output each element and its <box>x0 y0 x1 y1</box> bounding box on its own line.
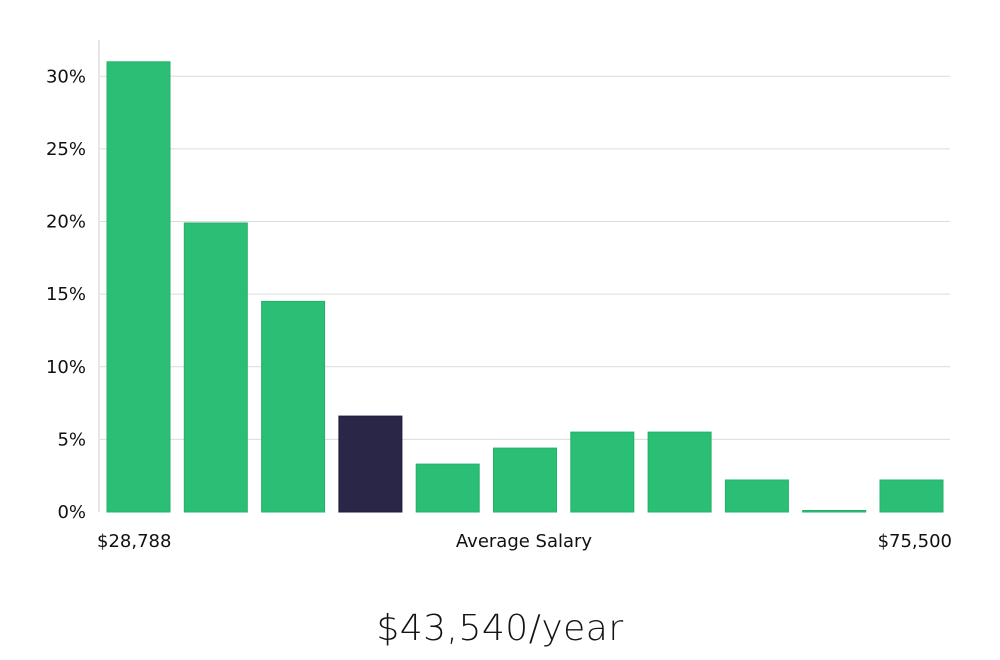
bar <box>415 463 480 513</box>
x-max-label: $75,500 <box>878 531 952 552</box>
bar <box>647 431 712 513</box>
bar <box>724 479 789 513</box>
bar <box>183 222 248 513</box>
bar <box>261 300 326 513</box>
average-salary-value: $43,540/year <box>376 608 624 649</box>
x-axis-title: Average Salary <box>456 531 593 552</box>
y-tick-label: 30% <box>46 66 86 87</box>
bar <box>570 431 635 513</box>
bar-highlighted <box>338 415 403 513</box>
bar <box>879 479 944 513</box>
y-tick-label: 10% <box>46 357 86 378</box>
y-tick-label: 20% <box>46 212 86 233</box>
bar <box>106 61 171 513</box>
y-tick-labels: 0% 5% 10% 15% 20% 25% 30% <box>46 66 86 523</box>
y-tick-label: 0% <box>57 502 86 523</box>
bar <box>802 510 867 513</box>
bar <box>493 447 557 513</box>
y-tick-label: 25% <box>46 139 86 160</box>
y-tick-label: 15% <box>46 284 86 305</box>
salary-histogram-chart: 0% 5% 10% 15% 20% 25% 30% $28,788 Average Sala… <box>46 40 952 552</box>
bars <box>106 61 944 513</box>
y-tick-label: 5% <box>57 429 86 450</box>
x-min-label: $28,788 <box>97 531 171 552</box>
